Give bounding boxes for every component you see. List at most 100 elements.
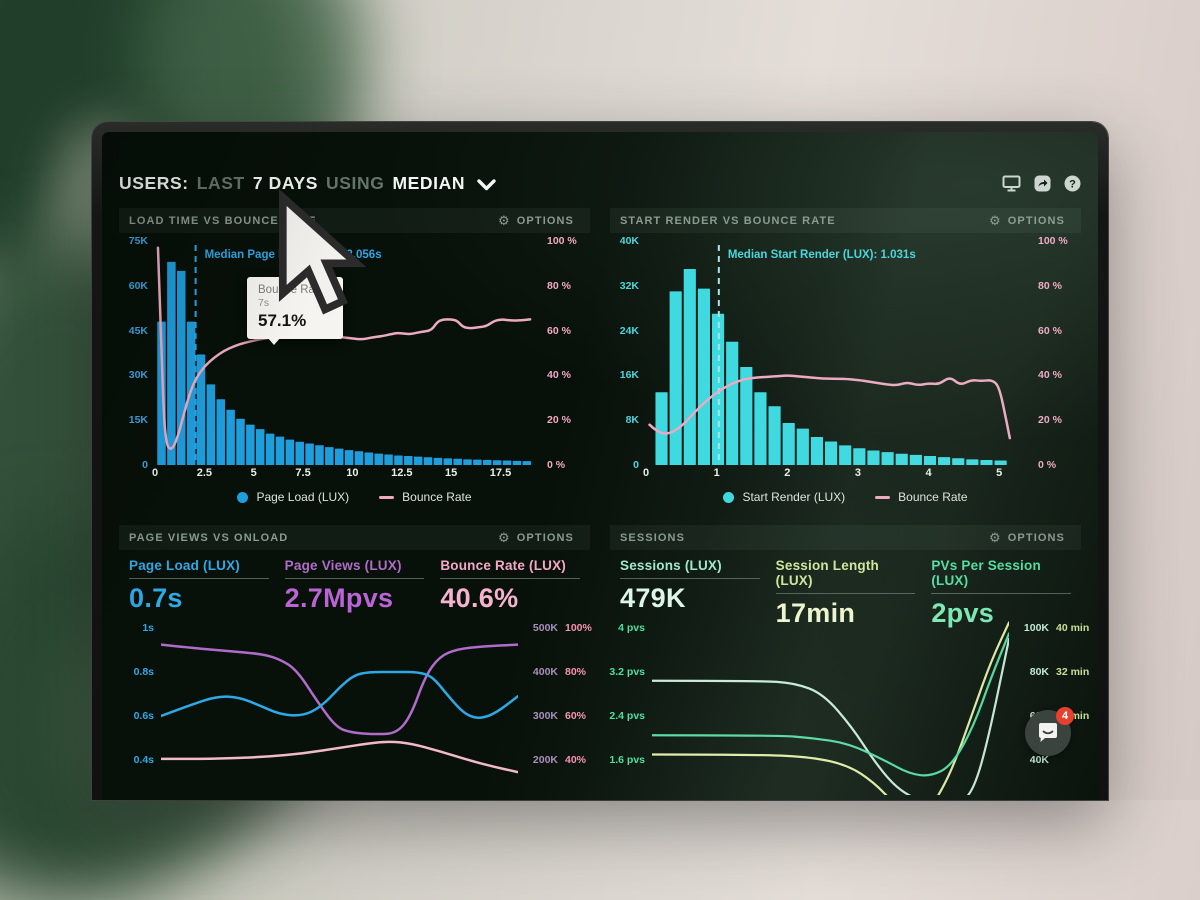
options-button[interactable]: ⚙ OPTIONS <box>492 213 580 228</box>
stat-block: Sessions (LUX) 479K <box>620 558 760 614</box>
timeframe-dropdown[interactable]: USERS: LAST 7 DAYS USING MEDIAN <box>119 173 496 194</box>
legend-item[interactable]: Bounce Rate <box>875 490 968 504</box>
axis-tick: 40K <box>619 235 639 247</box>
y-axis-right: 500K 100% 400K 80% 300K 60% 200K 40% <box>518 620 592 795</box>
svg-text:Median Start Render (LUX): 1.0: Median Start Render (LUX): 1.031s <box>728 249 916 261</box>
chart-plot[interactable]: Median Start Render (LUX): 1.031s 0 1 2 3 4 5 <box>642 241 1031 484</box>
axis-tick: 500K 100% <box>532 621 592 634</box>
y-axis-left: 75K 60K 45K 30K 15K 0 <box>119 235 155 471</box>
axis-tick: 40 % <box>1038 369 1062 382</box>
axis-tick: 1s <box>142 621 154 634</box>
title-segment: MEDIAN <box>392 172 466 193</box>
panel-title: SESSIONS <box>620 531 686 544</box>
axis-tick: 1.6 pvs <box>609 753 645 766</box>
gear-icon: ⚙ <box>989 213 1002 228</box>
axis-tick: 60 % <box>547 324 571 337</box>
axis-tick: 75K <box>128 235 148 247</box>
axis-tick: 60K <box>128 279 148 292</box>
stats-row: Sessions (LUX) 479K Session Length (LUX) 17… <box>620 558 1072 627</box>
chat-launcher-button[interactable]: 4 <box>1025 707 1074 756</box>
stat-block: Page Load (LUX) 0.7s <box>129 558 269 614</box>
axis-tick: 2.5 <box>196 467 212 479</box>
panel-header: LOAD TIME VS BOUNCE RATE ⚙ OPTIONS <box>119 208 590 233</box>
header-actions: ? <box>1002 175 1081 192</box>
axis-tick: 5 <box>996 467 1003 479</box>
axis-tick: 7.5 <box>295 467 311 479</box>
dashboard-header: USERS: LAST 7 DAYS USING MEDIAN <box>119 168 1081 198</box>
gear-icon: ⚙ <box>498 530 511 545</box>
x-axis: 0 2.5 5 7.5 10 12.5 15 17.5 <box>151 467 540 484</box>
axis-tick: 0 <box>151 467 159 479</box>
panel-title: PAGE VIEWS VS ONLOAD <box>129 531 289 544</box>
options-label: OPTIONS <box>516 214 574 227</box>
axis-tick: 0 <box>142 459 148 471</box>
axis-tick: 0 % <box>1038 459 1057 471</box>
options-label: OPTIONS <box>516 531 574 544</box>
legend-item[interactable]: Start Render (LUX) <box>723 490 845 504</box>
axis-tick: 17.5 <box>489 467 512 479</box>
stat-block: Page Views (LUX) 2.7Mpvs <box>284 558 425 614</box>
stat-block: Session Length (LUX) 17min <box>775 558 916 627</box>
help-icon[interactable]: ? <box>1064 175 1081 192</box>
axis-tick: 5 <box>250 467 257 479</box>
axis-tick: 4 pvs <box>618 621 645 634</box>
axis-tick: 24K <box>619 324 639 337</box>
axis-tick: 0 <box>633 459 639 471</box>
chart-plot[interactable] <box>161 620 518 795</box>
chart-plot[interactable] <box>652 620 1009 795</box>
axis-tick: 0 % <box>547 459 566 471</box>
chart-plot[interactable]: Median Page Load (LUX): 2.056s Bounce Ra… <box>151 188 540 484</box>
legend-item[interactable]: Bounce Rate <box>379 490 472 504</box>
y-axis-right: 100 % 80 % 60 % 40 % 20 % 0 % <box>540 235 590 471</box>
axis-tick: 2.4 pvs <box>609 709 645 722</box>
chart-sessions: 4 pvs 3.2 pvs 2.4 pvs 1.6 pvs 100K 40 min 80K… <box>609 620 1089 795</box>
dashboard: USERS: LAST 7 DAYS USING MEDIAN <box>102 132 1098 800</box>
svg-text:?: ? <box>1069 178 1076 190</box>
axis-tick: 40 % <box>547 369 571 382</box>
axis-tick: 0 <box>642 467 650 479</box>
legend-item[interactable]: Page Load (LUX) <box>237 490 349 504</box>
panel-load-time-vs-bounce-rate: LOAD TIME VS BOUNCE RATE ⚙ OPTIONS 75K 60… <box>119 188 590 510</box>
title-segment: 7 DAYS <box>252 172 319 193</box>
axis-tick: 100 % <box>1038 235 1068 247</box>
stats-row: Page Load (LUX) 0.7s Page Views (LUX) 2.7Mp… <box>129 558 581 614</box>
options-button[interactable]: ⚙ OPTIONS <box>492 530 580 545</box>
chat-bubble-icon <box>1039 723 1057 742</box>
cursor-icon <box>278 188 366 315</box>
gear-icon: ⚙ <box>498 213 511 228</box>
axis-tick: 100K 40 min <box>1023 621 1090 634</box>
start-render-chart-svg[interactable]: Median Start Render (LUX): 1.031s <box>646 241 1031 465</box>
axis-tick: 400K 80% <box>532 665 587 678</box>
share-icon[interactable] <box>1034 175 1051 192</box>
chart-legend: Start Render (LUX) Bounce Rate <box>610 484 1081 510</box>
panel-header: PAGE VIEWS VS ONLOAD ⚙ OPTIONS <box>119 525 590 550</box>
axis-tick: 45K <box>128 324 148 337</box>
y-axis-left: 1s 0.8s 0.6s 0.4s <box>119 620 161 795</box>
title-segment: USERS: <box>119 172 189 193</box>
stat-block: PVs Per Session (LUX) 2pvs <box>931 558 1072 627</box>
axis-tick: 2 <box>784 467 791 479</box>
x-axis: 0 1 2 3 4 5 <box>642 467 1031 484</box>
axis-tick: 12.5 <box>391 467 413 479</box>
page-views-chart-svg[interactable] <box>161 620 518 795</box>
chart-load-time: 75K 60K 45K 30K 15K 0 Median Page Load (LUX):… <box>119 188 590 484</box>
axis-tick: 16K <box>619 369 639 382</box>
options-label: OPTIONS <box>1007 214 1065 227</box>
display-icon[interactable] <box>1002 175 1021 192</box>
panel-sessions: SESSIONS ⚙ OPTIONS Sessions (LUX) 479K Ses… <box>609 525 1089 795</box>
axis-tick: 80K 32 min <box>1029 665 1090 678</box>
axis-tick: 20 % <box>1038 414 1062 427</box>
panel-header: START RENDER VS BOUNCE RATE ⚙ OPTIONS <box>610 208 1081 233</box>
axis-tick: 40K <box>1029 754 1049 766</box>
axis-tick: 3 <box>854 467 861 479</box>
axis-tick: 1 <box>713 467 720 479</box>
y-axis-left: 4 pvs 3.2 pvs 2.4 pvs 1.6 pvs <box>609 620 652 795</box>
sessions-chart-svg[interactable] <box>652 620 1009 795</box>
load-time-chart-svg[interactable]: Median Page Load (LUX): 2.056s <box>155 241 540 465</box>
panel-title: LOAD TIME VS BOUNCE RATE <box>129 214 317 227</box>
options-button[interactable]: ⚙ OPTIONS <box>983 213 1071 228</box>
options-button[interactable]: ⚙ OPTIONS <box>983 530 1071 545</box>
y-axis-left: 40K 32K 24K 16K 8K 0 <box>610 235 646 471</box>
title-segment: USING <box>326 172 385 193</box>
